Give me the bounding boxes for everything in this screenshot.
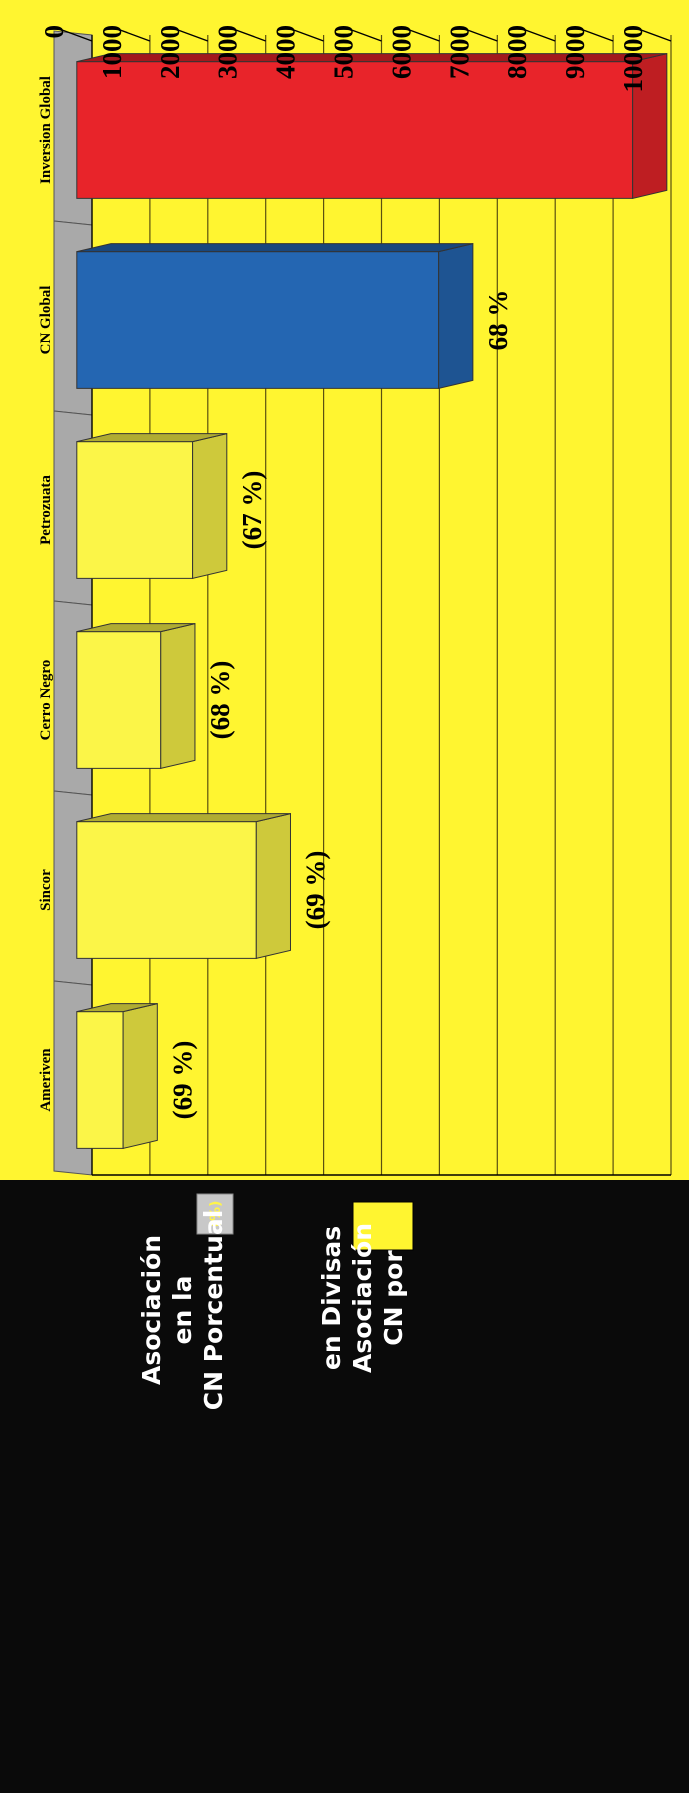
- bar-inversion-global: [76, 52, 668, 200]
- bar-cerro-negro: [76, 622, 196, 770]
- bar-top-face: [255, 812, 291, 960]
- legend-label: en la: [168, 1276, 197, 1345]
- y-tick-label: 0: [39, 25, 69, 39]
- bar-petrozuata: [76, 432, 228, 580]
- gridlines: [53, 26, 672, 1176]
- tick-connector: [227, 26, 266, 42]
- bar-side-face: [76, 243, 473, 253]
- x-axis-categories: Inversion Global CN Global Petrozuata Cerro…: [38, 76, 54, 1112]
- bar-side-face: [76, 813, 291, 823]
- y-tick-label: 7000: [444, 25, 474, 79]
- legend-badge-text: (%): [208, 1201, 224, 1228]
- bar-sincor: [76, 812, 291, 960]
- category-label: Petrozuata: [38, 475, 54, 545]
- data-label: (68 %): [205, 661, 235, 740]
- legend-badge: [196, 1193, 234, 1235]
- tick-connector: [459, 26, 498, 42]
- y-tick-label: 1000: [97, 25, 127, 79]
- data-label: (69 %): [167, 1041, 197, 1120]
- tick-connector: [632, 26, 672, 42]
- category-label: Inversion Global: [38, 76, 54, 184]
- y-tick-label: 5000: [329, 25, 359, 79]
- data-label: 68 %: [483, 290, 513, 351]
- tick-connector: [574, 26, 614, 42]
- bars: [76, 52, 668, 1150]
- y-tick-label: 9000: [560, 25, 590, 79]
- tick-connector: [343, 26, 382, 42]
- data-labels: 68 % (67 %) (68 %) (69 %) (69 %): [167, 290, 513, 1120]
- y-axis-ticks: 0 1000 2000 3000 4000 5000 6000 7000 8000 9000 100…: [39, 25, 648, 93]
- tick-connector: [111, 26, 151, 42]
- y-tick-label: 10000: [618, 25, 648, 93]
- bar-top-face: [122, 1002, 158, 1150]
- y-tick-label: 6000: [386, 25, 416, 79]
- data-label: (67 %): [237, 471, 267, 550]
- y-tick-label: 4000: [271, 25, 301, 79]
- legend-label: Asociación: [348, 1223, 377, 1373]
- bar-front-face: [76, 441, 194, 579]
- bar-side-face: [76, 433, 227, 443]
- legend-swatch: [352, 1201, 414, 1251]
- bar-front-face: [76, 1011, 124, 1149]
- tick-connector: [53, 26, 93, 42]
- bar-ameriven: [76, 1002, 158, 1150]
- legend-label: CN Porcentual: [199, 1210, 228, 1411]
- category-label: Sincor: [38, 869, 54, 911]
- bar-side-face: [76, 1003, 158, 1013]
- bar-front-face: [76, 251, 440, 389]
- bar-side-face: [76, 53, 667, 63]
- y-tick-label: 8000: [502, 25, 532, 79]
- legend-label: en Divisas: [317, 1226, 346, 1370]
- bar-front-face: [76, 631, 162, 769]
- legend-label: CN por: [379, 1250, 408, 1346]
- data-label: (69 %): [300, 851, 330, 930]
- category-label: Ameriven: [38, 1048, 54, 1112]
- tick-connector: [516, 26, 556, 42]
- category-label: Cerro Negro: [38, 660, 54, 741]
- tick-connector: [285, 26, 324, 42]
- tick-connector: [401, 26, 440, 42]
- tick-connector: [169, 26, 209, 42]
- bar-top-face: [160, 622, 196, 770]
- bar-cn-global: [76, 242, 474, 390]
- category-label: CN Global: [38, 286, 54, 355]
- bar-side-face: [76, 623, 196, 633]
- y-tick-label: 3000: [213, 25, 243, 79]
- y-tick-label: 2000: [155, 25, 185, 79]
- bar-top-face: [192, 432, 228, 580]
- legend-label: Asociación: [137, 1235, 166, 1385]
- bar-front-face: [76, 61, 634, 199]
- bar-front-face: [76, 821, 257, 959]
- bar-top-face: [438, 242, 474, 390]
